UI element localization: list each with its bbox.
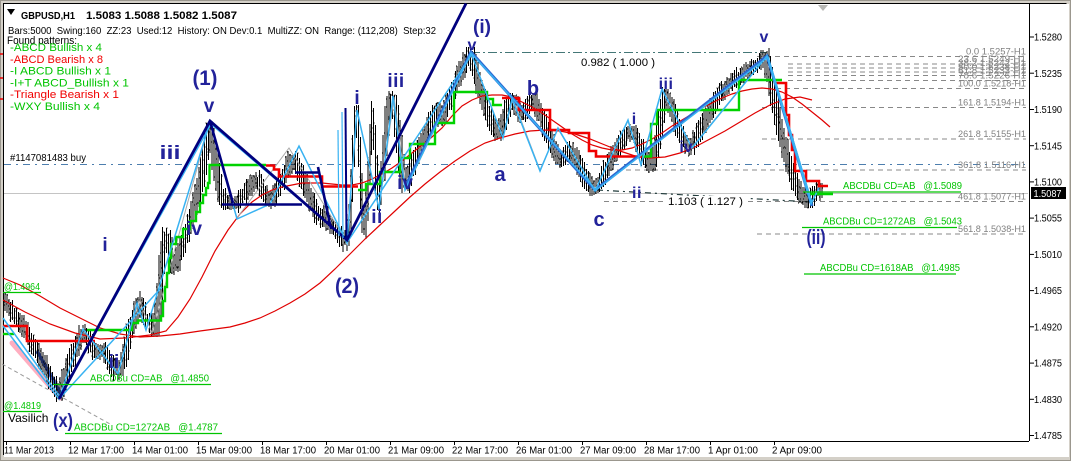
svg-text:50.0 1.5238-H1: 50.0 1.5238-H1 — [958, 62, 1026, 73]
svg-text:1.4920: 1.4920 — [1034, 322, 1062, 333]
svg-text:26 Mar 01:00: 26 Mar 01:00 — [516, 446, 572, 457]
svg-text:-ABCD Bullish x 4: -ABCD Bullish x 4 — [10, 42, 102, 54]
svg-text:ii: ii — [371, 207, 383, 228]
svg-text:15 Mar 09:00: 15 Mar 09:00 — [196, 446, 252, 457]
svg-text:iii: iii — [160, 143, 181, 164]
svg-text:38.2 1.5242-H1: 38.2 1.5242-H1 — [958, 58, 1026, 69]
svg-text:i: i — [102, 235, 107, 256]
svg-text:21 Mar 09:00: 21 Mar 09:00 — [388, 446, 444, 457]
svg-text:1.5145: 1.5145 — [1034, 141, 1062, 152]
svg-text:(2): (2) — [335, 275, 359, 298]
svg-text:161.8 1.5194-H1: 161.8 1.5194-H1 — [958, 98, 1026, 109]
svg-text:i: i — [354, 88, 359, 109]
svg-text:-I ABCD Bullish x 1: -I ABCD Bullish x 1 — [10, 66, 111, 78]
svg-text:1.5087: 1.5087 — [1034, 189, 1062, 200]
svg-text:78.6 1.5226-H1: 78.6 1.5226-H1 — [958, 71, 1026, 82]
svg-text:2 Apr 09:00: 2 Apr 09:00 — [772, 446, 822, 457]
svg-text:1 Apr 01:00: 1 Apr 01:00 — [708, 446, 758, 457]
svg-text:(x): (x) — [53, 411, 73, 432]
svg-text:20 Mar 01:00: 20 Mar 01:00 — [324, 446, 380, 457]
svg-text:c: c — [593, 209, 604, 231]
svg-text:iii: iii — [659, 76, 674, 93]
svg-text:GBPUSD,H1: GBPUSD,H1 — [21, 10, 75, 22]
svg-text:561.8 1.5038-H1: 561.8 1.5038-H1 — [958, 224, 1026, 235]
svg-text:12 Mar 17:00: 12 Mar 17:00 — [68, 446, 124, 457]
svg-text:ABCDBu CD=AB @1.4850: ABCDBu CD=AB @1.4850 — [90, 374, 209, 385]
svg-text:1.5235: 1.5235 — [1034, 69, 1062, 80]
svg-text:461.8 1.5077-H1: 461.8 1.5077-H1 — [958, 192, 1026, 203]
svg-text:0.0 1.5257-H1: 0.0 1.5257-H1 — [966, 47, 1026, 58]
svg-text:(i): (i) — [473, 17, 491, 38]
svg-text:1.5055: 1.5055 — [1034, 214, 1062, 225]
svg-text:v: v — [760, 29, 769, 46]
svg-text:14 Mar 01:00: 14 Mar 01:00 — [132, 446, 188, 457]
svg-text:ABCDBu CD=1272AB @1.5043: ABCDBu CD=1272AB @1.5043 — [823, 217, 962, 228]
svg-text:1.103 ( 1.127 ): 1.103 ( 1.127 ) — [668, 196, 743, 208]
svg-text:@1.4964: @1.4964 — [4, 282, 40, 293]
svg-text:@1.4819: @1.4819 — [4, 401, 41, 412]
svg-text:1.5190: 1.5190 — [1034, 105, 1062, 116]
svg-text:261.8 1.5155-H1: 261.8 1.5155-H1 — [958, 129, 1026, 140]
svg-text:Found patterns:: Found patterns: — [7, 35, 77, 47]
svg-text:ABCDBu CD=AB @1.5089: ABCDBu CD=AB @1.5089 — [843, 181, 962, 192]
svg-text:22 Mar 17:00: 22 Mar 17:00 — [452, 446, 508, 457]
svg-text:iv: iv — [397, 173, 413, 194]
svg-text:iv: iv — [186, 219, 202, 240]
svg-text:ii: ii — [109, 352, 120, 373]
svg-text:-WXY Bullish x 4: -WXY Bullish x 4 — [10, 101, 100, 113]
svg-text:ABCDBu CD=1618AB @1.4985: ABCDBu CD=1618AB @1.4985 — [820, 263, 960, 274]
svg-text:b: b — [527, 78, 539, 100]
svg-text:1.5010: 1.5010 — [1034, 250, 1062, 261]
svg-text:ABCDBu CD=1272AB @1.4787: ABCDBu CD=1272AB @1.4787 — [74, 423, 218, 434]
svg-text:v: v — [468, 37, 477, 54]
svg-text:27 Mar 09:00: 27 Mar 09:00 — [580, 446, 636, 457]
svg-text:ii: ii — [632, 185, 642, 202]
svg-text:1.4875: 1.4875 — [1034, 359, 1062, 370]
svg-text:-Triangle Bearish x 1: -Triangle Bearish x 1 — [10, 89, 119, 101]
svg-text:100.0 1.5218-H1: 100.0 1.5218-H1 — [958, 79, 1026, 90]
svg-text:-ABCD Bearish x 8: -ABCD Bearish x 8 — [10, 54, 103, 66]
svg-text:361.8 1.5116-H1: 361.8 1.5116-H1 — [958, 160, 1026, 171]
svg-text:i: i — [632, 111, 636, 128]
svg-text:1.5083 1.5088 1.5082 1.5087: 1.5083 1.5088 1.5082 1.5087 — [86, 10, 237, 22]
svg-text:-I+T ABCD_Bullish x 1: -I+T ABCD_Bullish x 1 — [10, 77, 129, 89]
svg-text:18 Mar 17:00: 18 Mar 17:00 — [260, 446, 316, 457]
svg-text:1.5280: 1.5280 — [1034, 33, 1062, 44]
svg-text:11 Mar 2013: 11 Mar 2013 — [4, 446, 54, 457]
svg-text:(ii): (ii) — [807, 227, 826, 249]
svg-text:1.5100: 1.5100 — [1034, 178, 1062, 189]
svg-text:(1): (1) — [193, 67, 218, 90]
svg-text:1.4965: 1.4965 — [1034, 286, 1062, 297]
svg-text:23.6 1.5249-H1: 23.6 1.5249-H1 — [958, 54, 1026, 65]
svg-text:Vasilich: Vasilich — [8, 411, 48, 425]
svg-text:1.4830: 1.4830 — [1034, 395, 1062, 406]
svg-text:28 Mar 17:00: 28 Mar 17:00 — [644, 446, 700, 457]
svg-text:1.4785: 1.4785 — [1034, 431, 1062, 442]
svg-text:#1147081483 buy: #1147081483 buy — [10, 153, 86, 164]
svg-text:iii: iii — [387, 71, 404, 92]
svg-text:a: a — [494, 164, 506, 186]
svg-text:iv: iv — [679, 139, 692, 156]
svg-text:61.8 1.5233-H1: 61.8 1.5233-H1 — [958, 66, 1026, 77]
svg-text:0.982 ( 1.000 ): 0.982 ( 1.000 ) — [581, 57, 655, 69]
svg-text:v: v — [204, 96, 215, 117]
svg-text:Bars:5000 Swing:160 ZZ:23 U: Bars:5000 Swing:160 ZZ:23 Used:12 Histor… — [8, 26, 436, 37]
